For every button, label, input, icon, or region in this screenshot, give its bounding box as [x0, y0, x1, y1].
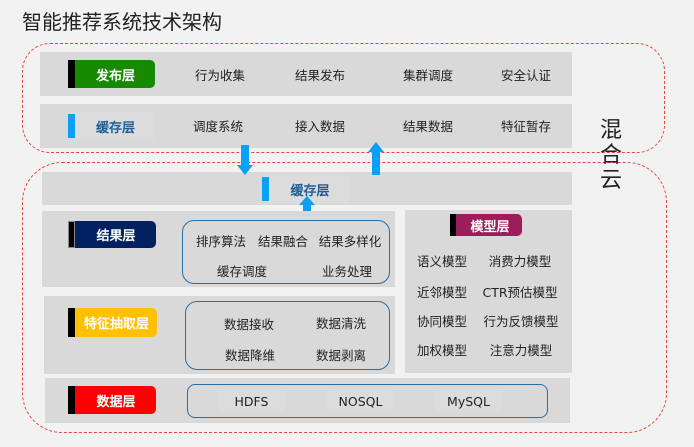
- feature-item: 数据清洗: [315, 316, 367, 331]
- label-text: 缓存层: [290, 183, 330, 199]
- hybrid-cloud-label: 混合云: [600, 118, 623, 193]
- label-text: 缓存层: [95, 120, 135, 136]
- label-text: 发布层: [95, 68, 135, 84]
- label-text: 结果层: [96, 229, 136, 244]
- model-item: 协同模型: [416, 314, 468, 329]
- model-item: 行为反馈模型: [483, 314, 559, 329]
- model-layer-panel: [405, 210, 572, 373]
- result-layer-label: 结果层: [68, 221, 156, 248]
- result-items-box: [182, 220, 390, 284]
- feature-item: 数据降维: [224, 348, 276, 363]
- result-item: 排序算法: [195, 234, 247, 249]
- model-item: 近邻模型: [416, 285, 468, 300]
- feature-item: 数据剥离: [315, 348, 367, 363]
- result-item: 缓存调度: [216, 264, 268, 279]
- publish-layer-label: 发布层: [68, 60, 155, 88]
- label-text: 特征抽取层: [83, 317, 149, 332]
- model-item: 注意力模型: [489, 343, 553, 358]
- feature-items-box: [185, 301, 390, 370]
- cache-item: 接入数据: [294, 119, 346, 134]
- data-item: MySQL: [435, 390, 502, 412]
- model-item: 消费力模型: [488, 254, 552, 269]
- model-layer-label: 模型层: [450, 214, 522, 236]
- feature-item: 数据接收: [223, 317, 275, 332]
- model-item: 语义模型: [416, 254, 468, 269]
- publish-item: 结果发布: [294, 68, 346, 83]
- data-items-box: [187, 384, 548, 418]
- label-text: 模型层: [470, 219, 510, 235]
- publish-item: 行为收集: [194, 68, 246, 83]
- result-item: 结果多样化: [318, 234, 382, 249]
- data-item: NOSQL: [327, 390, 394, 412]
- cache-layer-label: 缓存层: [68, 112, 155, 140]
- data-item: HDFS: [218, 390, 285, 412]
- data-layer-label: 数据层: [68, 386, 156, 414]
- arrow-up-icon: [368, 142, 384, 175]
- private-cloud-boundary: [22, 162, 667, 433]
- model-item: CTR预估模型: [482, 285, 558, 300]
- page-title: 智能推荐系统技术架构: [22, 10, 222, 34]
- model-item: 加权模型: [416, 343, 468, 358]
- feature-layer-label: 特征抽取层: [68, 308, 157, 337]
- cache-item: 特征暂存: [500, 119, 552, 134]
- publish-item: 集群调度: [402, 68, 454, 83]
- result-item: 业务处理: [321, 264, 373, 279]
- label-text: 数据层: [96, 394, 136, 410]
- result-item: 结果融合: [257, 234, 309, 249]
- arrow-down-icon: [237, 145, 253, 177]
- public-cloud-boundary: [22, 43, 665, 153]
- cache-item: 调度系统: [192, 119, 244, 134]
- cache-item: 结果数据: [402, 119, 454, 134]
- publish-item: 安全认证: [500, 68, 552, 83]
